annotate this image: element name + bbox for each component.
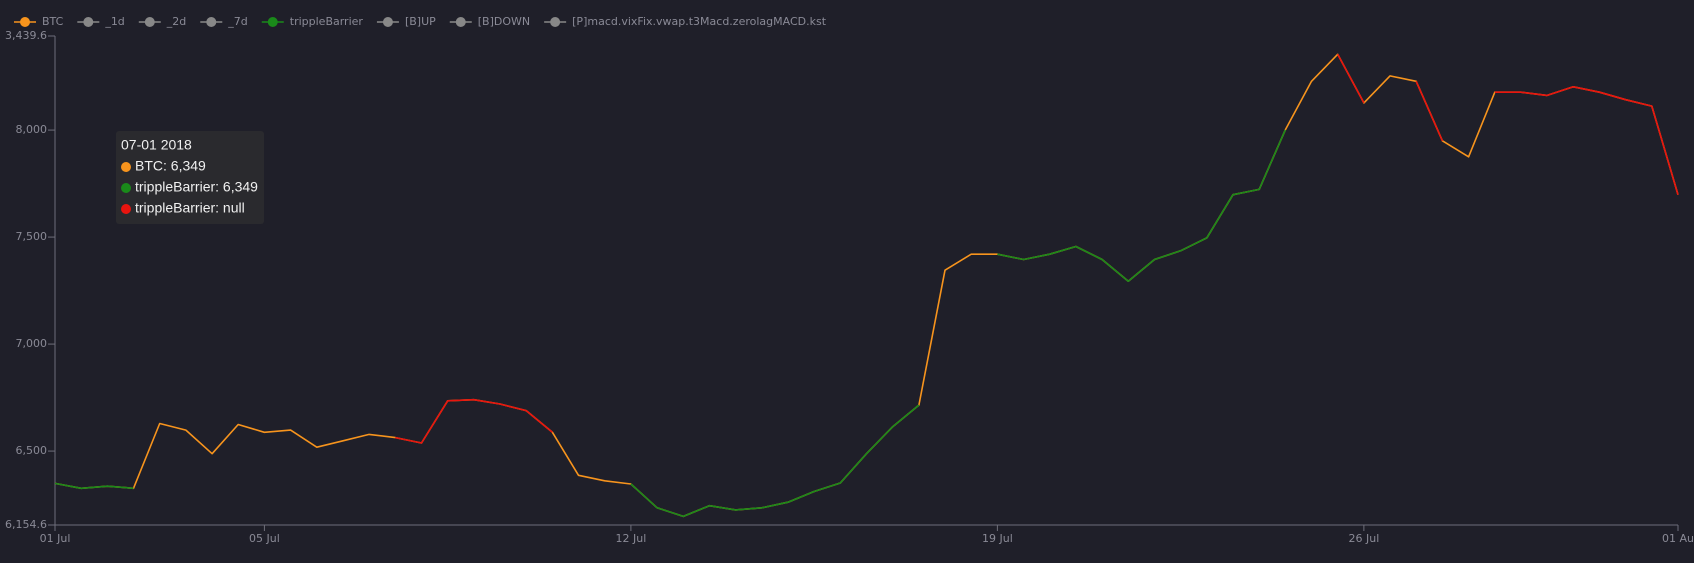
tooltip-marker bbox=[121, 204, 131, 214]
legend-marker bbox=[20, 17, 30, 27]
legend-item[interactable]: [B]DOWN bbox=[449, 15, 530, 28]
legend-label: trippleBarrier bbox=[290, 15, 364, 28]
legend-marker bbox=[382, 17, 393, 27]
legend-marker bbox=[206, 17, 217, 27]
legend-item[interactable]: [B]UP bbox=[376, 15, 436, 28]
legend-item[interactable]: _7d bbox=[200, 15, 248, 28]
y-tick-label: 7,000 bbox=[16, 337, 48, 350]
x-tick-label: 26 Jul bbox=[1348, 532, 1379, 545]
tooltip-marker bbox=[121, 183, 131, 193]
x-tick-label: 05 Jul bbox=[249, 532, 280, 545]
x-tick-label: 12 Jul bbox=[616, 532, 647, 545]
series-line bbox=[395, 53, 1679, 444]
legend-marker bbox=[267, 17, 278, 27]
legend-label: [B]UP bbox=[405, 15, 436, 28]
y-tick-label: 3,439.6 bbox=[5, 29, 47, 42]
legend-item[interactable]: _1d bbox=[77, 15, 125, 28]
legend-marker bbox=[550, 17, 561, 27]
legend-label: BTC bbox=[42, 15, 64, 28]
legend: BTC _1d _2d _7d trippleBarrier [B]UP [B]DOWN [P… bbox=[14, 15, 827, 28]
legend-label: _2d bbox=[166, 15, 186, 28]
tooltip-row: BTC: 6,349 bbox=[135, 158, 206, 174]
legend-label: _7d bbox=[227, 15, 247, 28]
tooltip-marker bbox=[121, 162, 131, 172]
y-tick-label: 8,000 bbox=[16, 123, 48, 136]
legend-marker bbox=[144, 17, 155, 27]
tooltip-title: 07-01 2018 bbox=[121, 137, 192, 153]
x-tick-label: 01 Au bbox=[1662, 532, 1694, 545]
tooltip-row: trippleBarrier: null bbox=[135, 200, 245, 216]
legend-label: _1d bbox=[104, 15, 124, 28]
legend-item[interactable]: _2d bbox=[138, 15, 186, 28]
legend-marker bbox=[83, 17, 94, 27]
legend-item[interactable]: BTC bbox=[14, 15, 64, 28]
tooltip-row: trippleBarrier: 6,349 bbox=[135, 179, 258, 195]
x-tick-label: 01 Jul bbox=[40, 532, 71, 545]
y-tick-label: 7,500 bbox=[16, 230, 48, 243]
legend-marker bbox=[455, 17, 466, 27]
legend-label: [P]macd.vixFix.vwap.t3Macd.zerolagMACD.k… bbox=[572, 15, 827, 28]
series-line bbox=[54, 129, 1287, 518]
y-tick-label: 6,500 bbox=[16, 444, 48, 457]
tooltip-box bbox=[116, 131, 264, 224]
tooltip: 07-01 2018 BTC: 6,349 trippleBarrier: 6,34… bbox=[116, 131, 264, 224]
plot: 6,154.6 6,500 7,000 7,500 8,000 3,439.6 01 Jul… bbox=[5, 29, 1694, 545]
legend-item[interactable]: [P]macd.vixFix.vwap.t3Macd.zerolagMACD.k… bbox=[544, 15, 827, 28]
y-tick-label: 6,154.6 bbox=[5, 518, 47, 531]
legend-label: [B]DOWN bbox=[478, 15, 530, 28]
legend-item[interactable]: trippleBarrier bbox=[261, 15, 364, 28]
x-tick-label: 19 Jul bbox=[982, 532, 1013, 545]
